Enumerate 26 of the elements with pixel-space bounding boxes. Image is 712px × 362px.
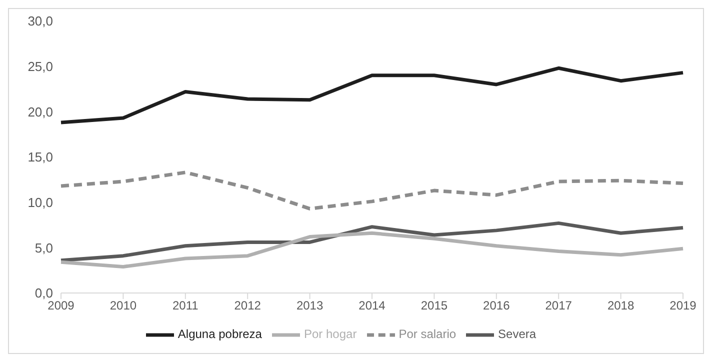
x-tick-label: 2015 bbox=[420, 298, 448, 313]
x-tick-label: 2010 bbox=[110, 298, 137, 313]
y-tick-label: 0,0 bbox=[34, 286, 53, 301]
x-tick-label: 2018 bbox=[607, 298, 634, 313]
legend-label: Por hogar bbox=[304, 327, 357, 342]
y-tick-label: 15,0 bbox=[28, 150, 53, 165]
line-series bbox=[59, 231, 685, 268]
y-tick-label: 5,0 bbox=[34, 240, 53, 256]
x-tick-label: 2012 bbox=[234, 298, 262, 313]
x-tick-label: 2016 bbox=[483, 298, 510, 313]
x-tick-label: 2019 bbox=[670, 298, 697, 313]
y-tick-label: 20,0 bbox=[28, 104, 53, 120]
line-series bbox=[59, 170, 685, 210]
x-tick-label: 2014 bbox=[358, 298, 386, 313]
x-tick-label: 2009 bbox=[48, 298, 75, 313]
y-tick-label: 10,0 bbox=[28, 194, 53, 210]
legend-label: Alguna pobreza bbox=[178, 327, 262, 342]
legend-label: Severa bbox=[498, 327, 536, 342]
x-tick-label: 2013 bbox=[296, 298, 324, 313]
line-series bbox=[59, 66, 685, 124]
legend-label: Por salario bbox=[398, 327, 456, 342]
x-tick-label: 2017 bbox=[545, 298, 572, 313]
x-tick-label: 2011 bbox=[172, 298, 199, 313]
line-series bbox=[59, 221, 685, 262]
y-tick-label: 30,0 bbox=[28, 14, 53, 29]
y-tick-label: 25,0 bbox=[28, 58, 53, 74]
